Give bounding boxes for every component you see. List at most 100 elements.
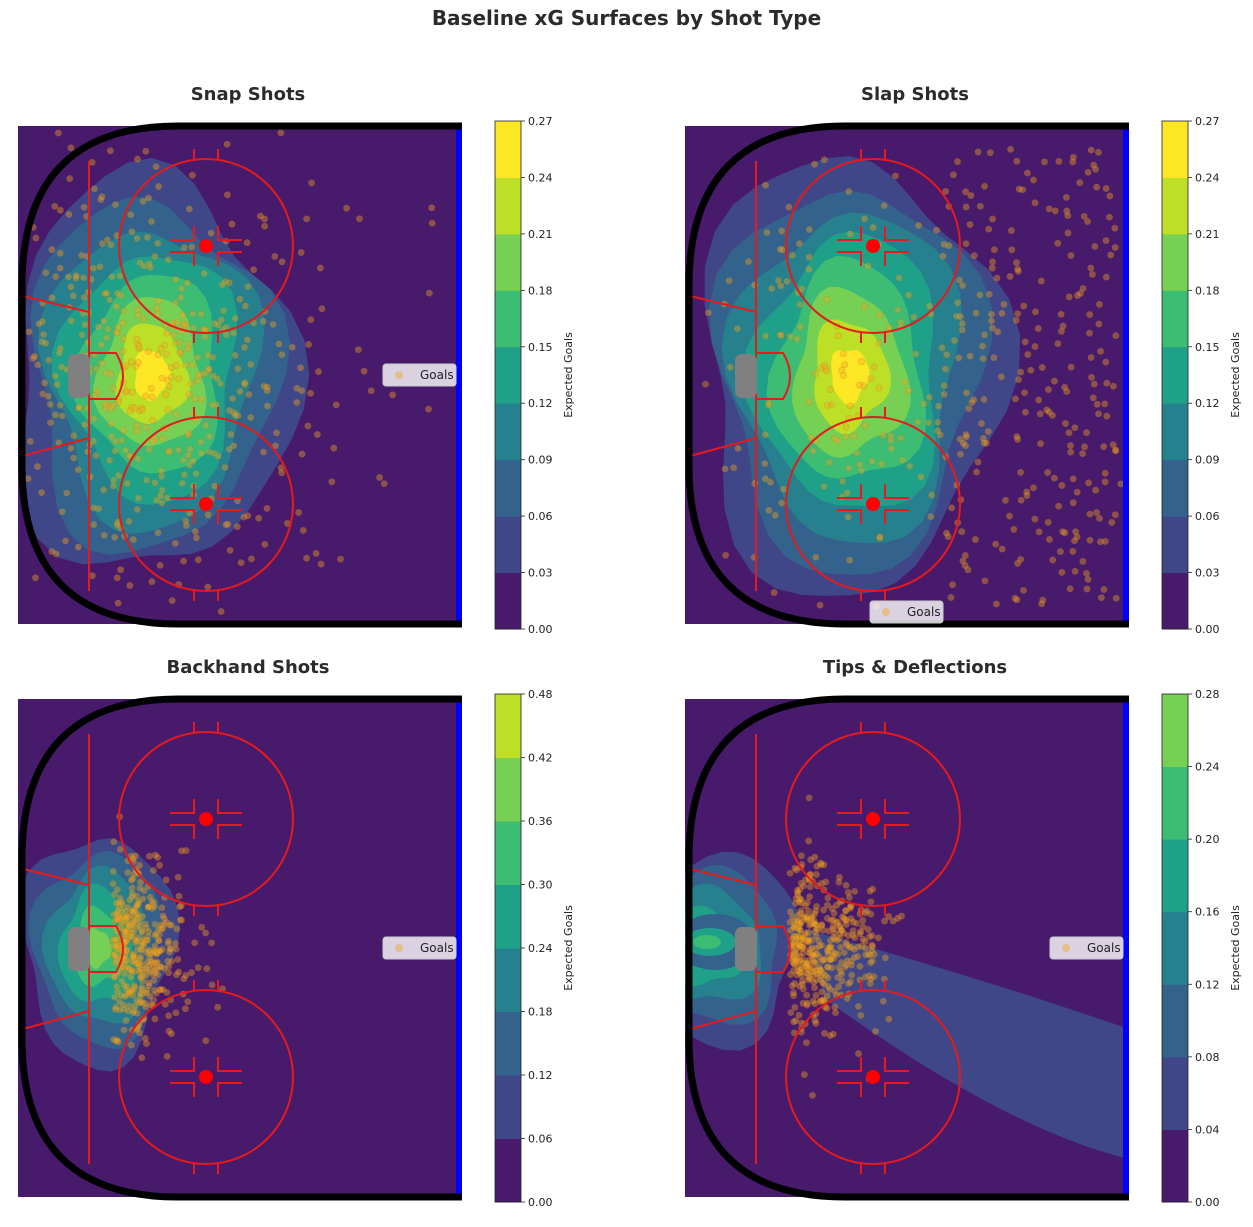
shot-marker: [151, 479, 159, 487]
shot-marker: [158, 374, 166, 382]
shot-marker: [137, 945, 145, 953]
shot-marker: [224, 520, 232, 528]
shot-marker: [820, 482, 828, 490]
panel-title: Snap Shots: [190, 84, 306, 105]
shot-marker: [121, 964, 129, 972]
shot-marker: [102, 369, 110, 377]
shot-marker: [770, 589, 778, 597]
shot-marker: [1014, 265, 1022, 273]
shot-marker: [133, 335, 141, 343]
rink-boards: [685, 122, 1129, 628]
shot-marker: [837, 967, 845, 975]
shot-marker: [131, 939, 139, 947]
shot-marker: [1036, 410, 1044, 418]
shot-marker: [261, 222, 269, 230]
shot-marker: [151, 942, 159, 950]
shot-marker: [151, 851, 159, 859]
shot-marker: [980, 395, 988, 403]
shot-marker: [25, 328, 33, 336]
shot-marker: [823, 914, 831, 922]
shot-marker: [877, 460, 885, 468]
shot-marker: [186, 461, 194, 469]
shot-marker: [94, 323, 102, 331]
shot-marker: [825, 927, 833, 935]
shot-marker: [157, 963, 165, 971]
shot-marker: [842, 423, 850, 431]
shot-marker: [912, 350, 920, 358]
shot-marker: [1102, 185, 1110, 193]
shot-marker: [1087, 353, 1095, 361]
colorbar-segment: [1162, 459, 1188, 517]
shot-marker: [41, 379, 49, 387]
shot-marker: [798, 899, 806, 907]
shot-marker: [886, 324, 894, 332]
shot-marker: [796, 323, 804, 331]
shot-marker: [54, 129, 62, 137]
shot-marker: [815, 942, 823, 950]
shot-marker: [868, 941, 876, 949]
shot-marker: [1088, 270, 1096, 278]
shot-marker: [313, 430, 321, 438]
shot-marker: [231, 411, 239, 419]
shot-marker: [953, 312, 961, 320]
xg-surface: [20, 129, 436, 615]
goal-net: [68, 927, 90, 971]
shot-marker: [807, 856, 815, 864]
shot-marker: [165, 962, 173, 970]
colorbar-tick-label: 0.09: [528, 454, 553, 467]
shot-marker: [1095, 320, 1103, 328]
shot-marker: [862, 973, 870, 981]
colorbar-label: Expected Goals: [562, 905, 575, 991]
shot-marker: [75, 404, 83, 412]
shot-marker: [971, 535, 979, 543]
shot-marker: [214, 1003, 222, 1011]
shot-marker: [822, 878, 830, 886]
shot-marker: [166, 945, 174, 953]
shot-marker: [791, 980, 799, 988]
shot-marker: [182, 517, 190, 525]
shot-marker: [165, 969, 173, 977]
shot-marker: [827, 385, 835, 393]
shot-marker: [138, 406, 146, 414]
colorbar-tick-label: 0.20: [1195, 833, 1220, 846]
shot-marker: [111, 916, 119, 924]
shot-marker: [190, 324, 198, 332]
shot-marker: [154, 351, 162, 359]
shot-marker: [145, 946, 153, 954]
shot-marker: [1100, 585, 1108, 593]
shot-marker: [133, 910, 141, 918]
shot-marker: [205, 365, 213, 373]
shot-marker: [118, 913, 126, 921]
slap-shots-plot: Goals0.000.030.060.090.120.150.180.210.2…: [685, 115, 1242, 636]
shot-marker: [144, 932, 152, 940]
shot-marker: [804, 969, 812, 977]
shot-marker: [839, 477, 847, 485]
shot-marker: [905, 291, 913, 299]
shot-marker: [136, 917, 144, 925]
shot-marker: [868, 932, 876, 940]
shot-marker: [128, 388, 136, 396]
shot-marker: [892, 172, 900, 180]
shot-marker: [926, 302, 934, 310]
shot-marker: [858, 467, 866, 475]
shot-marker: [142, 392, 150, 400]
colorbar-tick-label: 0.27: [1195, 115, 1220, 128]
shot-marker: [117, 292, 125, 300]
rink-boards: [18, 122, 462, 628]
shot-marker: [194, 354, 202, 362]
shot-marker: [938, 344, 946, 352]
shot-marker: [230, 408, 238, 416]
shot-marker: [956, 313, 964, 321]
shot-marker: [111, 950, 119, 958]
shot-marker: [81, 421, 89, 429]
shot-marker: [74, 466, 82, 474]
shot-marker: [256, 212, 264, 220]
shot-marker: [277, 129, 285, 137]
shot-marker: [876, 534, 884, 542]
shot-marker: [139, 961, 147, 969]
shot-marker: [226, 546, 234, 554]
shot-marker: [134, 155, 142, 163]
shot-marker: [174, 873, 182, 881]
shot-marker: [231, 351, 239, 359]
shot-marker: [802, 969, 810, 977]
